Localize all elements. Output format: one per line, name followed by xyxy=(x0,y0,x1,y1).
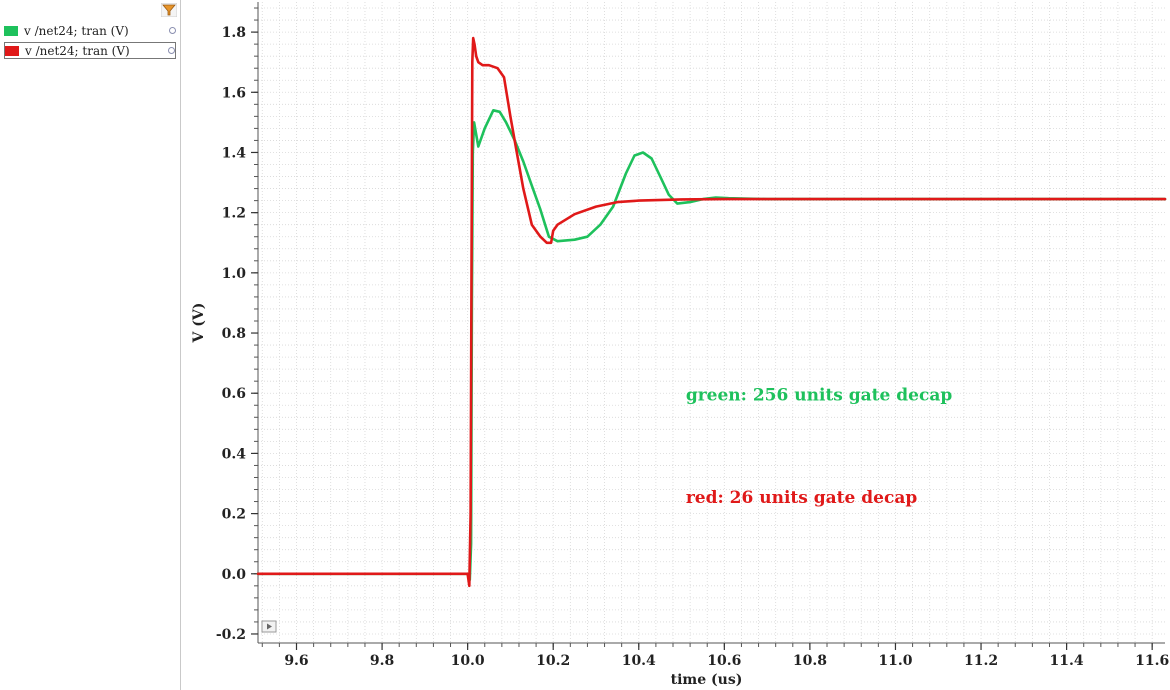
x-tick-label: 10.2 xyxy=(536,653,570,669)
x-tick-label: 11.4 xyxy=(1050,653,1084,669)
x-tick-label: 9.6 xyxy=(284,653,308,669)
x-axis-title: time (us) xyxy=(671,672,743,688)
row-handle-icon[interactable] xyxy=(168,47,175,54)
y-axis-title: V (V) xyxy=(191,303,207,344)
legend-label: v /net24; tran (V) xyxy=(24,23,129,38)
y-tick-label: 1.4 xyxy=(222,145,247,161)
x-tick-label: 11.2 xyxy=(964,653,998,669)
filter-icon[interactable] xyxy=(161,3,177,17)
annotation-label: red: 26 units gate decap xyxy=(686,488,918,508)
legend-item-red[interactable]: v /net24; tran (V) xyxy=(4,42,176,59)
y-tick-label: 1.2 xyxy=(222,206,246,222)
annotation-label: green: 256 units gate decap xyxy=(686,386,953,406)
y-tick-label: 0.8 xyxy=(222,326,246,342)
y-tick-label: 1.0 xyxy=(222,266,247,282)
legend-swatch-green xyxy=(4,25,18,36)
y-tick-label: 1.6 xyxy=(222,85,246,101)
x-tick-label: 11.6 xyxy=(1135,653,1169,669)
x-tick-label: 10.6 xyxy=(707,653,741,669)
legend-item-green[interactable]: v /net24; tran (V) xyxy=(4,22,176,39)
x-tick-label: 10.8 xyxy=(793,653,827,669)
play-icon xyxy=(267,623,272,630)
y-tick-label: 1.8 xyxy=(222,25,246,41)
x-tick-label: 10.4 xyxy=(622,653,656,669)
y-tick-label: 0.2 xyxy=(222,507,246,523)
legend-label: v /net24; tran (V) xyxy=(25,43,130,58)
x-tick-label: 10.0 xyxy=(451,653,485,669)
y-tick-label: 0.6 xyxy=(222,386,246,402)
y-tick-label: 0.4 xyxy=(222,446,247,462)
series-line-green[interactable] xyxy=(256,109,1167,582)
x-tick-label: 11.0 xyxy=(878,653,912,669)
y-tick-label: 0.0 xyxy=(222,567,247,583)
x-tick-label: 9.8 xyxy=(370,653,394,669)
row-handle-icon[interactable] xyxy=(169,27,176,34)
legend-panel: v /net24; tran (V) v /net24; tran (V) xyxy=(0,0,180,690)
series-line-red[interactable] xyxy=(256,36,1167,588)
panel-divider xyxy=(180,0,181,690)
legend-swatch-red xyxy=(5,45,19,56)
y-tick-label: -0.2 xyxy=(216,627,246,643)
